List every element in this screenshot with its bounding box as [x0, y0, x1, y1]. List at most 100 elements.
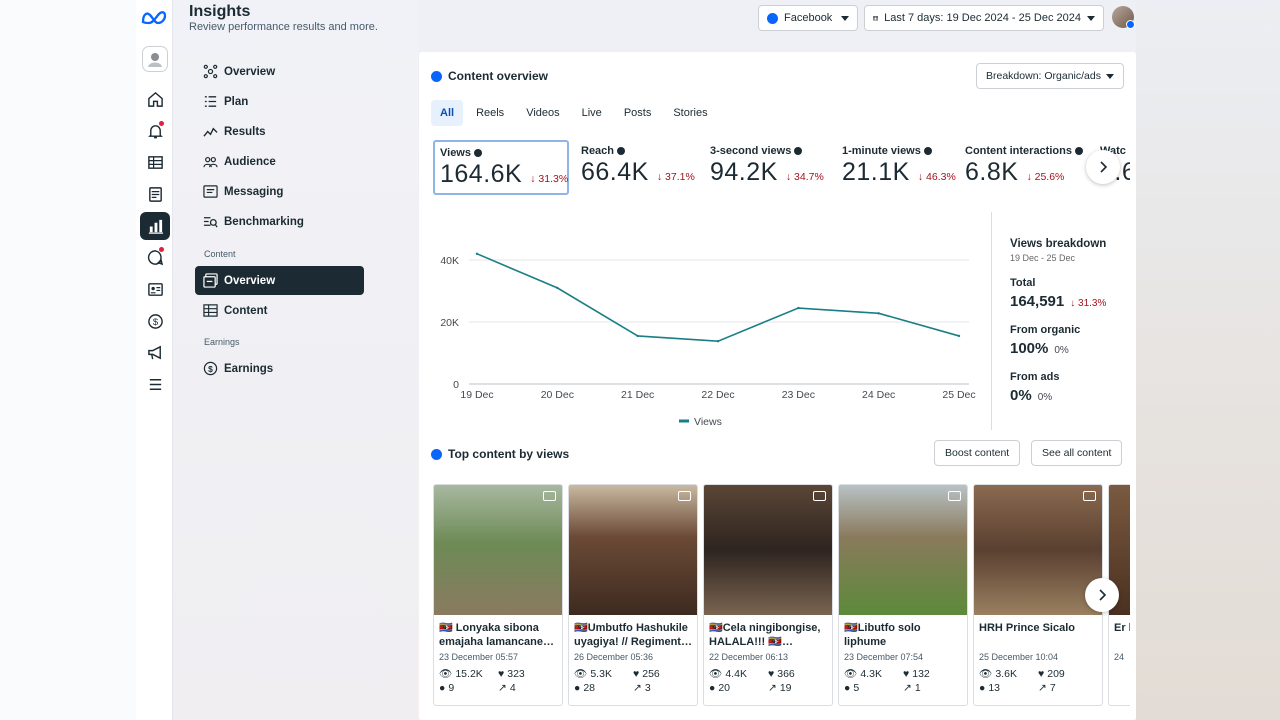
see-all-content-button[interactable]: See all content — [1031, 440, 1123, 466]
share-icon: ↗ — [1038, 682, 1047, 694]
date-range-selector[interactable]: Last 7 days: 19 Dec 2024 - 25 Dec 2024 — [864, 5, 1104, 31]
comments-count: 5 — [853, 682, 860, 694]
info-icon[interactable] — [1074, 147, 1083, 155]
insights-icon[interactable] — [140, 212, 170, 240]
content-title: 🇸🇿Umbutfo Hashukile uyagiya! // Regiment… — [574, 622, 692, 648]
video-icon — [813, 491, 826, 501]
nav-item-label: Results — [224, 125, 266, 138]
insights-nav — [173, 0, 418, 720]
content-title: HRH Prince Sicalo — [979, 622, 1075, 634]
metric-card-reach[interactable]: Reach 66.4K ↓ 37.1% — [576, 140, 701, 195]
inbox-icon[interactable] — [140, 243, 170, 271]
metric-delta-value: 46.3% — [926, 171, 956, 183]
breakdown-selector[interactable]: Breakdown: Organic/ads — [976, 63, 1124, 89]
comments-count: 28 — [583, 682, 596, 694]
notifications-icon[interactable] — [140, 117, 170, 145]
platform-selector[interactable]: Facebook — [758, 5, 858, 31]
nav-item-label: Overview — [224, 65, 276, 78]
menu-icon[interactable] — [140, 370, 170, 398]
tab-reels[interactable]: Reels — [476, 107, 505, 119]
heart-icon: ♥ — [498, 667, 505, 680]
info-icon[interactable] — [923, 147, 932, 155]
facebook-icon — [431, 70, 442, 82]
tab-stories[interactable]: Stories — [673, 107, 708, 119]
chevron-right-icon — [1100, 161, 1108, 173]
tab-posts[interactable]: Posts — [623, 107, 652, 119]
content-title: Er be — [1114, 622, 1130, 634]
content-tile[interactable]: HRH Prince Sicalo 25 December 10:04 👁 3.6… — [973, 484, 1103, 706]
metric-card-3s-views[interactable]: 3-second views 94.2K ↓ 34.7% — [705, 140, 833, 195]
metric-label: 1-minute views — [842, 145, 921, 157]
page-title: Insights — [189, 3, 251, 20]
reactions-count: 209 — [1047, 667, 1065, 680]
content-tile[interactable]: 🇸🇿Umbutfo Hashukile uyagiya! // Regiment… — [568, 484, 698, 706]
x-tick-label: 23 Dec — [782, 389, 815, 401]
metric-value: 6.8K — [965, 158, 1019, 186]
ads-value: 0% — [1010, 387, 1032, 404]
organic-delta: 0% — [1054, 345, 1069, 356]
nav-item-overview[interactable]: Overview — [195, 57, 364, 86]
carousel-next-button[interactable] — [1085, 578, 1119, 612]
x-tick-label: 24 Dec — [862, 389, 895, 401]
chevron-down-icon — [841, 15, 849, 21]
monetization-icon[interactable]: $ — [140, 307, 170, 335]
posts-icon[interactable] — [140, 180, 170, 208]
table-icon[interactable] — [140, 148, 170, 176]
total-value: 164,591 — [1010, 293, 1065, 310]
nav-item-messaging[interactable]: Messaging — [195, 177, 364, 206]
info-icon[interactable] — [794, 147, 803, 155]
facebook-icon — [767, 12, 778, 24]
meta-logo-icon[interactable] — [140, 8, 168, 28]
nav-item-plan[interactable]: Plan — [195, 87, 364, 116]
nav-item-content-overview[interactable]: Overview — [195, 266, 364, 295]
metric-delta-value: 25.6% — [1034, 171, 1065, 183]
content-tile[interactable]: 🇸🇿Libutfo solo liphume ngebunyenti… 23 D… — [838, 484, 968, 706]
app-window: $ Insights Review performance results an… — [136, 0, 1136, 720]
tab-live[interactable]: Live — [581, 107, 602, 119]
arrow-down-icon: ↓ — [656, 171, 666, 183]
tab-videos[interactable]: Videos — [526, 107, 560, 119]
y-tick-label: 40K — [440, 255, 459, 267]
content-date: 26 December 05:36 — [574, 652, 654, 662]
reactions-count: 323 — [507, 667, 525, 680]
video-icon — [678, 491, 691, 501]
reactions-count: 132 — [912, 667, 930, 680]
nav-item-benchmarking[interactable]: Benchmarking — [195, 207, 364, 236]
tab-all[interactable]: All — [431, 100, 464, 126]
nav-item-label: Messaging — [224, 185, 284, 198]
home-icon[interactable] — [140, 85, 170, 113]
section-title: Top content by views — [448, 447, 570, 461]
x-tick-label: 19 Dec — [460, 389, 493, 401]
contacts-icon[interactable] — [140, 275, 170, 303]
metric-delta: ↓ 25.6% — [1026, 171, 1064, 183]
comments-count: 20 — [718, 682, 731, 694]
metric-card-interactions[interactable]: Content interactions 6.8K ↓ 25.6% — [960, 140, 1090, 195]
metric-card-views[interactable]: Views 164.6K ↓ 31.3% — [433, 140, 569, 195]
metric-delta: ↓ 31.3% — [530, 173, 568, 185]
metrics-next-button[interactable] — [1086, 150, 1120, 184]
page-avatar[interactable] — [142, 46, 168, 72]
info-icon[interactable] — [474, 149, 482, 157]
metric-delta-value: 34.7% — [794, 171, 824, 183]
metric-card-1m-views[interactable]: 1-minute views 21.1K ↓ 46.3% — [837, 140, 957, 195]
info-icon[interactable] — [617, 147, 626, 155]
content-tile[interactable]: 🇸🇿Cela ningibongise, HALALA!!! 🇸🇿… 22 De… — [703, 484, 833, 706]
results-trend-icon — [203, 127, 218, 137]
icon-rail: $ — [136, 0, 173, 720]
nav-item-label: Benchmarking — [224, 215, 304, 228]
ads-icon[interactable] — [140, 338, 170, 366]
nav-item-audience[interactable]: Audience — [195, 147, 364, 176]
content-date: 23 December 07:54 — [844, 652, 924, 662]
breakdown-label: Breakdown: Organic/ads — [986, 70, 1101, 82]
content-thumbnail — [704, 485, 832, 615]
audience-icon — [203, 156, 218, 168]
nav-item-earnings[interactable]: $ Earnings — [195, 354, 364, 383]
boost-content-button[interactable]: Boost content — [934, 440, 1021, 466]
share-icon: ↗ — [903, 682, 912, 694]
eye-icon: 👁 — [844, 668, 858, 680]
data-point — [475, 252, 479, 255]
nav-item-results[interactable]: Results — [195, 117, 364, 146]
content-tile[interactable]: 🇸🇿 Lonyaka sibona emajaha lamancane… 23 … — [433, 484, 563, 706]
views-count: 4.3K — [860, 667, 882, 680]
nav-item-content[interactable]: Content — [195, 296, 364, 325]
